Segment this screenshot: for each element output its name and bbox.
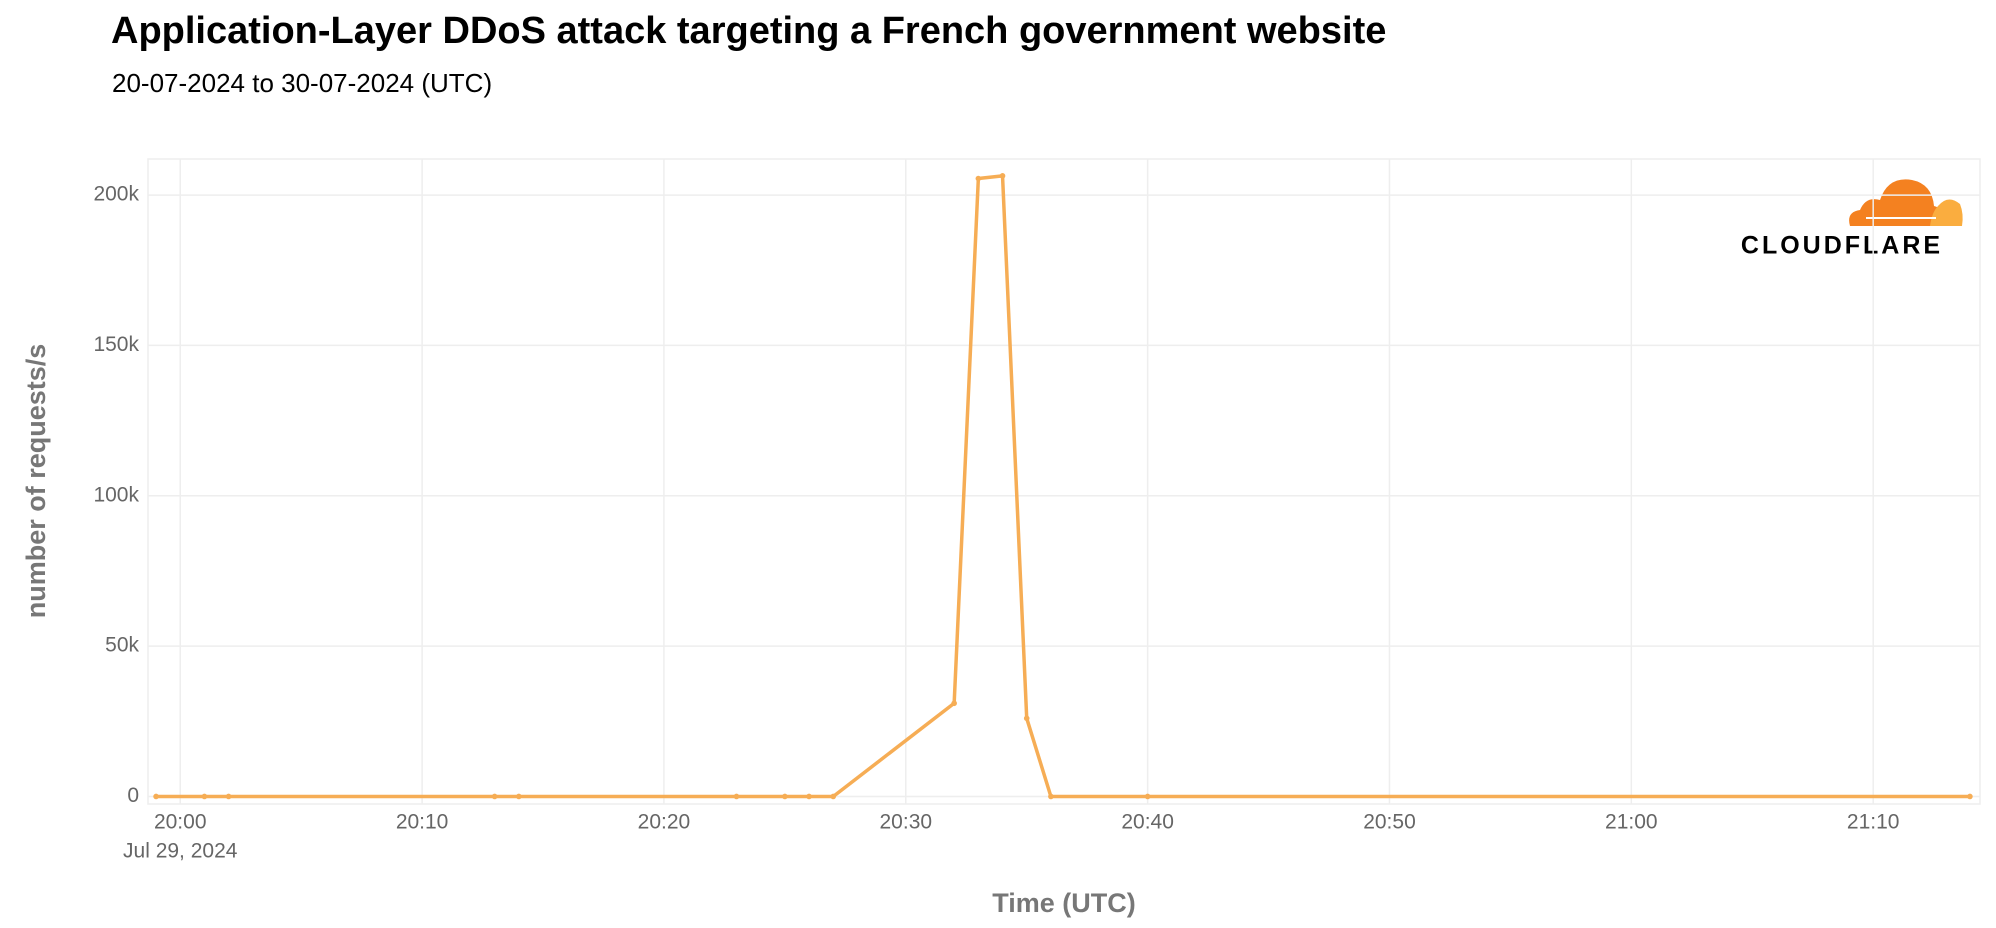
data-point [975, 175, 982, 182]
data-point [782, 793, 788, 800]
y-tick-label: 0 [127, 784, 139, 807]
x-axis-label: Time (UTC) [992, 888, 1136, 918]
data-point [1048, 793, 1054, 800]
x-tick-label: 20:00 [154, 811, 207, 834]
chart-title: Application-Layer DDoS attack targeting … [111, 10, 1386, 52]
logo-text: CLOUDFLARE [1741, 232, 1943, 260]
x-tick-label: 20:20 [638, 811, 691, 834]
data-point [516, 793, 522, 800]
x-tick-label: 20:30 [880, 811, 933, 834]
plot-frame [147, 158, 1981, 805]
x-tick-label: 20:50 [1363, 811, 1416, 834]
data-point [733, 793, 740, 800]
logo-cloud [1849, 179, 1944, 226]
data-point [1144, 793, 1151, 800]
x-tick-label: 20:40 [1121, 811, 1174, 834]
y-tick-label: 200k [93, 183, 139, 206]
data-point [806, 793, 812, 800]
data-point [225, 793, 232, 800]
logo: CLOUDFLARE [1741, 179, 1963, 260]
data-point [491, 793, 498, 800]
x-tick-label: 21:10 [1847, 811, 1900, 834]
logo-cloud [1930, 199, 1963, 226]
data-point [830, 793, 837, 800]
chart-subtitle: 20-07-2024 to 30-07-2024 (UTC) [112, 68, 492, 98]
x-tick-label: 20:10 [396, 811, 449, 834]
x-tick-label: 21:00 [1605, 811, 1658, 834]
y-tick-label: 50k [105, 634, 139, 657]
data-line [156, 174, 1970, 799]
y-tick-label: 100k [93, 483, 139, 506]
y-axis-label: number of requests/s [21, 344, 51, 619]
x-date-label: Jul 29, 2024 [123, 840, 238, 863]
data-point [153, 793, 159, 800]
data-point [1023, 715, 1030, 722]
data-point [999, 173, 1006, 179]
data-point [951, 700, 957, 707]
data-point [1967, 793, 1973, 800]
y-tick-label: 150k [93, 333, 139, 356]
data-point [201, 793, 208, 800]
